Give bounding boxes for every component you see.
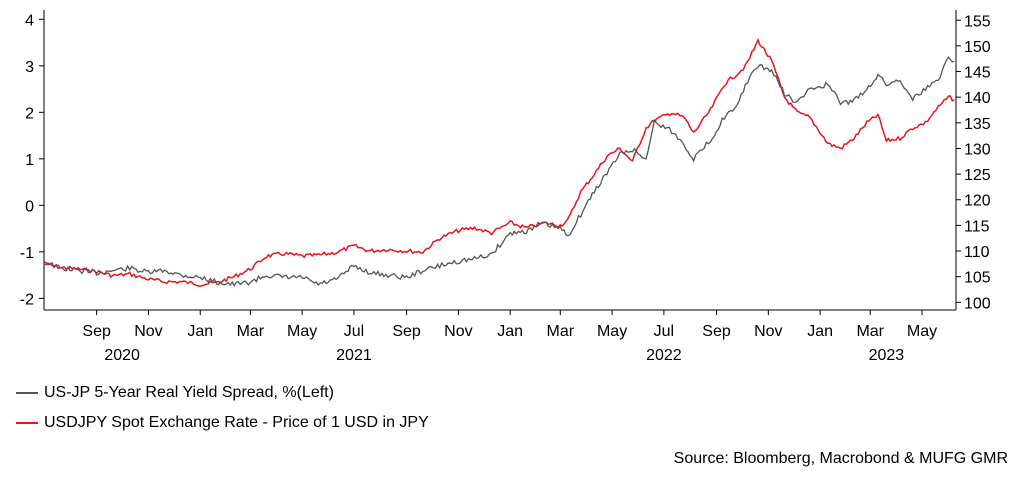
x-year-label: 2021 bbox=[336, 347, 372, 364]
y-right-tick-label: 155 bbox=[964, 13, 991, 30]
x-tick-label: Nov bbox=[754, 323, 782, 340]
y-right-tick-label: 110 bbox=[964, 244, 990, 261]
y-right-tick-label: 105 bbox=[964, 270, 991, 287]
x-year-label: 2020 bbox=[104, 347, 140, 364]
x-tick-label: May bbox=[597, 323, 627, 340]
source-note: Source: Bloomberg, Macrobond & MUFG GMR bbox=[673, 450, 1008, 467]
y-left-tick-label: 3 bbox=[25, 59, 34, 76]
y-left-tick-label: 0 bbox=[25, 198, 34, 215]
y-left-tick-label: 4 bbox=[25, 12, 34, 29]
y-right-tick-label: 100 bbox=[964, 295, 991, 312]
legend-label-usdjpy: USDJPY Spot Exchange Rate - Price of 1 U… bbox=[44, 414, 429, 431]
series-line-usdjpy bbox=[43, 38, 955, 287]
x-tick-label: Jan bbox=[187, 323, 213, 340]
x-tick-label: Sep bbox=[702, 323, 731, 340]
y-right-tick-label: 140 bbox=[964, 90, 991, 107]
x-tick-label: Jul bbox=[654, 323, 674, 340]
x-tick-label: Jul bbox=[344, 323, 364, 340]
x-tick-label: Mar bbox=[547, 323, 575, 340]
y-left-tick-label: 1 bbox=[25, 152, 34, 169]
chart: 4 3 2 1 0 -1 -2 155 150 145 140 135 130 125 120 115 110 1… bbox=[20, 10, 991, 364]
y-right-tick-label: 115 bbox=[964, 218, 990, 235]
x-tick-label: Mar bbox=[237, 323, 265, 340]
legend-item-spread: US-JP 5-Year Real Yield Spread, %(Left) bbox=[16, 384, 334, 402]
y-right-tick-label: 135 bbox=[964, 116, 991, 133]
x-tick-label: Nov bbox=[444, 323, 472, 340]
y-left-tick-label: -1 bbox=[20, 245, 34, 262]
x-year-label: 2022 bbox=[646, 347, 682, 364]
x-tick-label: Sep bbox=[82, 323, 111, 340]
x-tick-label: May bbox=[907, 323, 937, 340]
legend-swatch-usdjpy bbox=[16, 422, 38, 424]
y-right-tick-label: 125 bbox=[964, 167, 991, 184]
x-tick-label: Mar bbox=[856, 323, 884, 340]
x-year-label: 2023 bbox=[869, 347, 905, 364]
series-line-spread bbox=[43, 56, 955, 288]
legend-label-spread: US-JP 5-Year Real Yield Spread, %(Left) bbox=[44, 384, 334, 401]
y-right-tick-label: 120 bbox=[964, 193, 991, 210]
x-tick-label: Jan bbox=[807, 323, 833, 340]
x-tick-label: Nov bbox=[134, 323, 162, 340]
x-tick-label: Jan bbox=[497, 323, 523, 340]
y-right-tick-label: 145 bbox=[964, 65, 991, 82]
y-right-tick-label: 150 bbox=[964, 39, 991, 56]
x-tick-label: Sep bbox=[392, 323, 421, 340]
legend-swatch-spread bbox=[16, 392, 38, 394]
x-tick-label: May bbox=[287, 323, 317, 340]
y-right-tick-label: 130 bbox=[964, 141, 991, 158]
legend-item-usdjpy: USDJPY Spot Exchange Rate - Price of 1 U… bbox=[16, 414, 429, 432]
y-left-tick-label: -2 bbox=[20, 291, 34, 308]
y-left-tick-label: 2 bbox=[25, 105, 34, 122]
